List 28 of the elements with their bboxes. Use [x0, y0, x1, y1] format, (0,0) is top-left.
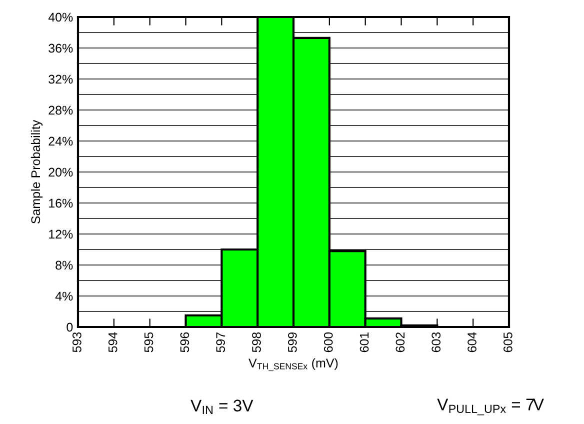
y-tick-label: 32%	[48, 74, 73, 84]
y-tick-label: 16%	[49, 198, 73, 208]
y-tick-label: 4%	[55, 292, 73, 301]
x-tick-label: 604	[468, 332, 476, 352]
y-tick-label: 40%	[48, 12, 73, 22]
x-tick-label: 597	[216, 332, 226, 352]
x-tick-label: 593	[72, 332, 82, 352]
x-tick-label: 601	[360, 332, 369, 352]
x-tick-label: 596	[180, 332, 190, 352]
x-axis-title: V$_{TH_SENSEx}$ (mV)	[248, 358, 338, 372]
x-tick-label: 598	[252, 332, 261, 352]
y-tick-label: 0	[66, 322, 73, 332]
x-tick-label: 594	[108, 332, 118, 352]
x-tick-label: 605	[504, 332, 512, 352]
x-tick-label: 602	[396, 332, 405, 352]
x-tick-label: 599	[288, 332, 297, 352]
x-tick-label: 595	[144, 332, 154, 352]
x-tick-label: 603	[432, 332, 441, 352]
y-tick-label: 8%	[56, 260, 73, 270]
x-tick-label: 600	[324, 332, 333, 352]
y-tick-label: 36%	[48, 44, 73, 53]
text: V$_{IN}$ = 3V	[190, 400, 254, 414]
text: V$_{PULL_UPx}$ = 7V	[437, 398, 544, 416]
y-tick-label: 20%	[48, 168, 73, 177]
y-tick-label: 24%	[48, 136, 73, 146]
y-axis-title: Sample Probability	[30, 120, 43, 224]
y-tick-label: 28%	[48, 106, 73, 115]
y-tick-label: 12%	[49, 230, 73, 239]
